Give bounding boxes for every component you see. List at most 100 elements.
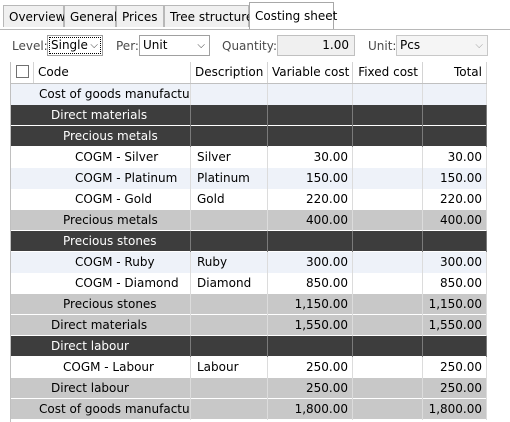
unit-select[interactable]: Pcs ⌵: [396, 35, 488, 56]
table-row[interactable]: COGM - Silver Silver 30.00 30.00: [11, 147, 487, 168]
quantity-field[interactable]: 1.00: [277, 35, 355, 56]
fixed-cost-cell: [353, 231, 423, 252]
group-header-row[interactable]: Precious metals: [11, 126, 487, 147]
subtotal-row[interactable]: Direct materials 1,550.00 1,550.00: [11, 315, 487, 336]
fixed-cost-cell: [353, 168, 423, 189]
variable-cost-cell: 30.00: [268, 147, 353, 168]
level-select[interactable]: Single ⌵: [47, 35, 103, 56]
group-header-row[interactable]: Direct labour: [11, 336, 487, 357]
variable-cost-cell: 1,550.00: [268, 315, 353, 336]
total-cell: [423, 84, 487, 105]
unit-label: Unit:: [368, 39, 397, 53]
total-cell: 220.00: [423, 189, 487, 210]
fixed-cost-cell: [353, 147, 423, 168]
table-row[interactable]: COGM - Platinum Platinum 150.00 150.00: [11, 168, 487, 189]
quantity-label: Quantity:: [222, 39, 278, 53]
fixed-cost-cell: [353, 315, 423, 336]
description-cell: Silver: [191, 147, 268, 168]
code-cell: Direct materials: [11, 315, 191, 336]
level-value: Single: [51, 38, 88, 52]
code-cell: COGM - Gold: [11, 189, 191, 210]
costing-toolbar: Level: Single ⌵ Per: Unit ⌵ Quantity: 1.…: [0, 31, 510, 61]
code-cell: Direct labour: [11, 336, 191, 357]
chevron-down-icon: ⌵: [475, 40, 483, 51]
total-cell: 30.00: [423, 147, 487, 168]
variable-cost-cell: 1,800.00: [268, 399, 353, 420]
tab-prices[interactable]: Prices: [116, 5, 164, 27]
total-cell: 300.00: [423, 252, 487, 273]
total-cell: 250.00: [423, 357, 487, 378]
unit-value: Pcs: [400, 38, 421, 52]
variable-cost-cell: [268, 336, 353, 357]
variable-cost-cell: 400.00: [268, 210, 353, 231]
total-cell: 1,550.00: [423, 315, 487, 336]
variable-cost-cell: 250.00: [268, 357, 353, 378]
description-cell: Platinum: [191, 168, 268, 189]
variable-cost-cell: 220.00: [268, 189, 353, 210]
fixed-cost-cell: [353, 252, 423, 273]
code-cell: Cost of goods manufactu...: [11, 399, 191, 420]
total-cell: [423, 126, 487, 147]
variable-cost-cell: [268, 231, 353, 252]
variable-cost-cell: 1,150.00: [268, 294, 353, 315]
code-cell: Cost of goods manufactu...: [11, 84, 191, 105]
fixed-cost-cell: [353, 210, 423, 231]
checkbox-icon[interactable]: [16, 65, 29, 78]
fixed-cost-cell: [353, 336, 423, 357]
description-cell: [191, 210, 268, 231]
per-select[interactable]: Unit ⌵: [139, 35, 210, 56]
total-cell: 400.00: [423, 210, 487, 231]
fixed-cost-cell: [353, 84, 423, 105]
fixed-cost-cell: [353, 294, 423, 315]
total-cell: 1,150.00: [423, 294, 487, 315]
tab-costing-sheet[interactable]: Costing sheet: [249, 2, 337, 29]
group-header-row[interactable]: Precious stones: [11, 231, 487, 252]
table-row[interactable]: Cost of goods manufactu...: [11, 84, 487, 105]
per-value: Unit: [143, 38, 168, 52]
subtotal-row[interactable]: Cost of goods manufactu... 1,800.00 1,800.…: [11, 399, 487, 420]
costing-grid: Code Description Variable cost Fixed cos…: [10, 62, 487, 422]
tab-strip: Overview General Prices Tree structure C…: [0, 0, 510, 30]
total-cell: 1,800.00: [423, 399, 487, 420]
description-cell: Labour: [191, 357, 268, 378]
description-cell: [191, 126, 268, 147]
tab-general[interactable]: General: [64, 5, 117, 27]
subtotal-row[interactable]: Direct labour 250.00 250.00: [11, 378, 487, 399]
column-header-fixed-cost[interactable]: Fixed cost: [353, 62, 423, 83]
table-row[interactable]: COGM - Ruby Ruby 300.00 300.00: [11, 252, 487, 273]
code-cell: Precious metals: [11, 210, 191, 231]
description-cell: Gold: [191, 189, 268, 210]
column-header-total[interactable]: Total: [423, 62, 487, 83]
variable-cost-cell: 250.00: [268, 378, 353, 399]
total-cell: 250.00: [423, 378, 487, 399]
variable-cost-cell: 300.00: [268, 252, 353, 273]
description-cell: Diamond: [191, 273, 268, 294]
chevron-down-icon: ⌵: [90, 40, 98, 51]
table-row[interactable]: COGM - Gold Gold 220.00 220.00: [11, 189, 487, 210]
description-cell: Ruby: [191, 252, 268, 273]
subtotal-row[interactable]: Precious stones 1,150.00 1,150.00: [11, 294, 487, 315]
tab-tree-structure[interactable]: Tree structure: [164, 5, 253, 27]
total-cell: 850.00: [423, 273, 487, 294]
table-row[interactable]: COGM - Diamond Diamond 850.00 850.00: [11, 273, 487, 294]
code-cell: Direct labour: [11, 378, 191, 399]
per-label: Per:: [116, 39, 139, 53]
subtotal-row[interactable]: Precious metals 400.00 400.00: [11, 210, 487, 231]
column-header-code[interactable]: Code: [34, 62, 191, 83]
tab-overview[interactable]: Overview: [3, 5, 66, 27]
select-all-cell[interactable]: [11, 62, 34, 83]
fixed-cost-cell: [353, 273, 423, 294]
fixed-cost-cell: [353, 399, 423, 420]
description-cell: [191, 399, 268, 420]
fixed-cost-cell: [353, 357, 423, 378]
variable-cost-cell: 150.00: [268, 168, 353, 189]
group-header-row[interactable]: Direct materials: [11, 105, 487, 126]
description-cell: [191, 315, 268, 336]
table-row[interactable]: COGM - Labour Labour 250.00 250.00: [11, 357, 487, 378]
fixed-cost-cell: [353, 105, 423, 126]
column-header-variable-cost[interactable]: Variable cost: [268, 62, 353, 83]
fixed-cost-cell: [353, 378, 423, 399]
column-header-description[interactable]: Description: [191, 62, 268, 83]
code-cell: COGM - Labour: [11, 357, 191, 378]
level-label: Level:: [12, 39, 48, 53]
